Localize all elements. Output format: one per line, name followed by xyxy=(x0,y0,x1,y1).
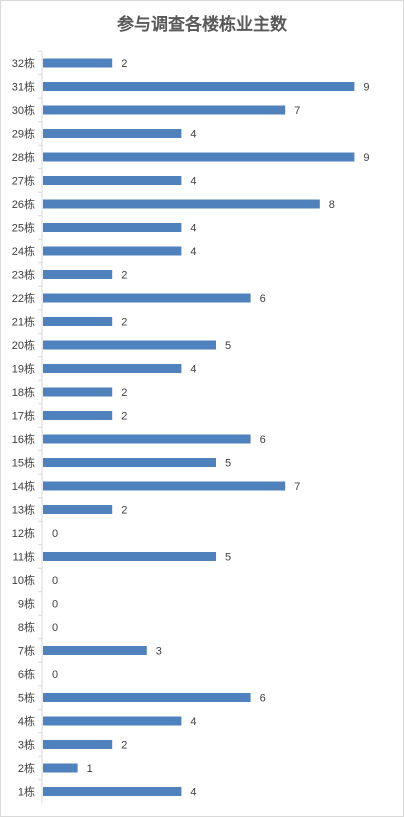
category-label: 24栋 xyxy=(12,244,35,258)
bar xyxy=(43,58,113,68)
data-label: 6 xyxy=(260,434,266,446)
category-label: 28栋 xyxy=(12,150,35,164)
data-label: 4 xyxy=(190,176,196,188)
bar xyxy=(43,317,113,326)
category-label: 4栋 xyxy=(18,714,35,728)
category-label: 22栋 xyxy=(12,291,35,305)
bar xyxy=(43,364,182,373)
data-label: 9 xyxy=(363,82,369,94)
data-label: 2 xyxy=(121,317,127,329)
bar xyxy=(43,152,355,162)
chart-title: 参与调查各楼栋业主数 xyxy=(117,15,287,35)
bar xyxy=(43,387,113,397)
category-label: 11栋 xyxy=(13,550,35,564)
bar xyxy=(43,763,78,773)
category-label: 29栋 xyxy=(12,127,35,141)
bar xyxy=(43,481,286,491)
data-label: 4 xyxy=(190,129,196,141)
bar xyxy=(43,505,113,514)
bar xyxy=(43,716,182,726)
data-label: 5 xyxy=(225,340,231,352)
data-label: 2 xyxy=(121,505,127,517)
bar xyxy=(43,176,182,185)
data-label: 4 xyxy=(190,787,196,799)
bar xyxy=(43,199,320,209)
category-label: 19栋 xyxy=(12,362,35,376)
data-label: 4 xyxy=(190,223,196,235)
category-label: 14栋 xyxy=(12,479,35,493)
data-label: 0 xyxy=(52,599,58,611)
data-label: 7 xyxy=(294,105,300,117)
bar xyxy=(43,787,182,796)
category-label: 10栋 xyxy=(12,573,35,587)
category-label: 6栋 xyxy=(18,667,35,681)
bar xyxy=(43,246,182,256)
data-label: 0 xyxy=(52,622,58,634)
category-label: 17栋 xyxy=(12,409,35,423)
data-label: 6 xyxy=(260,293,266,305)
bar xyxy=(43,340,216,350)
bar xyxy=(43,458,216,467)
data-label: 0 xyxy=(52,528,58,540)
category-label: 23栋 xyxy=(12,268,35,282)
data-label: 2 xyxy=(121,387,127,399)
data-label: 2 xyxy=(121,740,127,752)
category-label: 13栋 xyxy=(12,503,35,517)
bar xyxy=(43,552,216,561)
category-label: 3栋 xyxy=(18,738,35,752)
bar xyxy=(43,82,355,91)
bar xyxy=(43,105,286,115)
category-label: 21栋 xyxy=(12,315,35,329)
data-label: 3 xyxy=(156,646,162,658)
bar xyxy=(43,270,113,279)
bar xyxy=(43,129,182,138)
category-label: 9栋 xyxy=(18,597,35,611)
data-label: 1 xyxy=(87,763,93,775)
data-label: 4 xyxy=(190,246,196,258)
bar xyxy=(43,293,251,303)
bar xyxy=(43,434,251,444)
category-label: 15栋 xyxy=(12,456,35,470)
category-label: 25栋 xyxy=(12,221,35,235)
data-label: 0 xyxy=(52,575,58,587)
bar xyxy=(43,223,182,232)
data-label: 4 xyxy=(190,716,196,728)
category-label: 30栋 xyxy=(12,103,35,117)
data-label: 2 xyxy=(121,411,127,423)
data-label: 6 xyxy=(260,693,266,705)
data-label: 9 xyxy=(363,152,369,164)
category-label: 32栋 xyxy=(12,56,35,70)
data-label: 2 xyxy=(121,270,127,282)
category-label: 7栋 xyxy=(18,644,35,658)
data-label: 4 xyxy=(190,364,196,376)
bar xyxy=(43,693,251,702)
data-label: 5 xyxy=(225,458,231,470)
data-label: 5 xyxy=(225,552,231,564)
category-label: 5栋 xyxy=(18,691,35,705)
bar xyxy=(43,646,147,655)
category-label: 12栋 xyxy=(12,526,35,540)
category-label: 8栋 xyxy=(18,620,35,634)
bar xyxy=(43,740,113,749)
bar xyxy=(43,411,113,420)
category-label: 16栋 xyxy=(12,432,35,446)
data-label: 2 xyxy=(121,58,127,70)
category-label: 26栋 xyxy=(12,197,35,211)
data-label: 8 xyxy=(329,199,335,211)
category-label: 1栋 xyxy=(18,785,35,799)
category-label: 27栋 xyxy=(12,174,35,188)
data-label: 7 xyxy=(294,481,300,493)
category-label: 20栋 xyxy=(12,338,35,352)
data-label: 0 xyxy=(52,669,58,681)
category-label: 2栋 xyxy=(18,761,35,775)
category-label: 18栋 xyxy=(12,385,35,399)
category-label: 31栋 xyxy=(12,80,35,94)
